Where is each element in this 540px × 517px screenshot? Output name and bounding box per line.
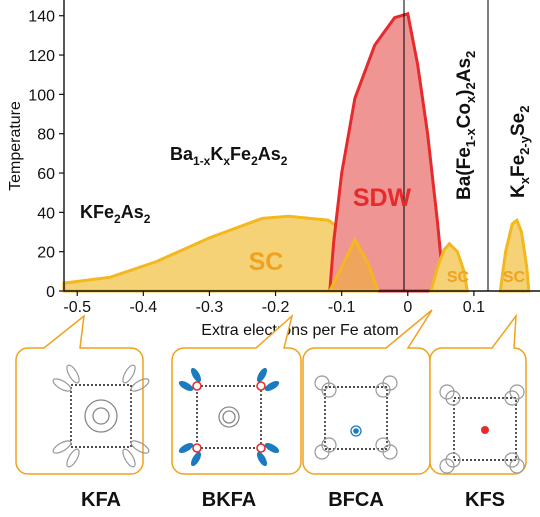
y-tick-label: 100 [28,87,55,104]
kfs-formula: KxFe2-ySe2 [508,106,532,198]
fermi-surface-panel-kfa [15,314,150,475]
sdw-region-label: SDW [353,184,412,212]
fermi-surface-panel-bkfa [171,313,302,475]
y-axis-title: Temperature [7,101,24,191]
phase-regions [62,11,531,293]
x-tick-label: 0 [403,299,412,316]
x-tick-label: -0.5 [63,299,91,316]
x-tick-label: -0.4 [130,299,158,316]
x-tick-label: -0.2 [262,299,290,316]
sc-dome-kfs [498,217,531,293]
x-axis-title: Extra electrons per Fe atom [201,322,398,339]
sc-region-label: SC [249,248,284,276]
sc-bfca-region-label: SC [447,269,470,286]
panel-label-bkfa: BKFA [202,489,256,511]
y-axis-ticks: 0 20 40 60 80 100 120 140 [28,9,64,301]
x-tick-label: 0.1 [463,299,485,316]
panel-label-kfs: KFS [465,489,505,511]
y-tick-label: 140 [28,9,55,26]
panel-label-kfa: KFA [81,489,121,511]
y-tick-label: 120 [28,48,55,65]
kfa-formula: KFe2As2 [80,202,151,226]
y-tick-label: 40 [37,205,55,222]
x-axis-ticks: -0.5 -0.4 -0.3 -0.2 -0.1 0 0.1 [63,291,485,316]
sdw-dome [328,11,446,293]
fermi-surface-panel-kfs [429,313,527,475]
sc-dome-bfca [428,241,470,293]
y-tick-label: 20 [37,245,55,262]
y-tick-label: 0 [46,284,55,301]
bkfa-formula: Ba1-xKxFe2As2 [170,144,288,168]
fermi-surface-panel-bfca [302,309,433,475]
panel-label-bfca: BFCA [328,489,384,511]
y-tick-label: 60 [37,166,55,183]
x-tick-label: -0.1 [328,299,356,316]
x-tick-label: -0.3 [196,299,224,316]
y-tick-label: 80 [37,127,55,144]
bfca-formula: Ba(Fe1-xCox)2As2 [454,51,478,200]
sc-kfs-region-label: SC [503,269,526,286]
